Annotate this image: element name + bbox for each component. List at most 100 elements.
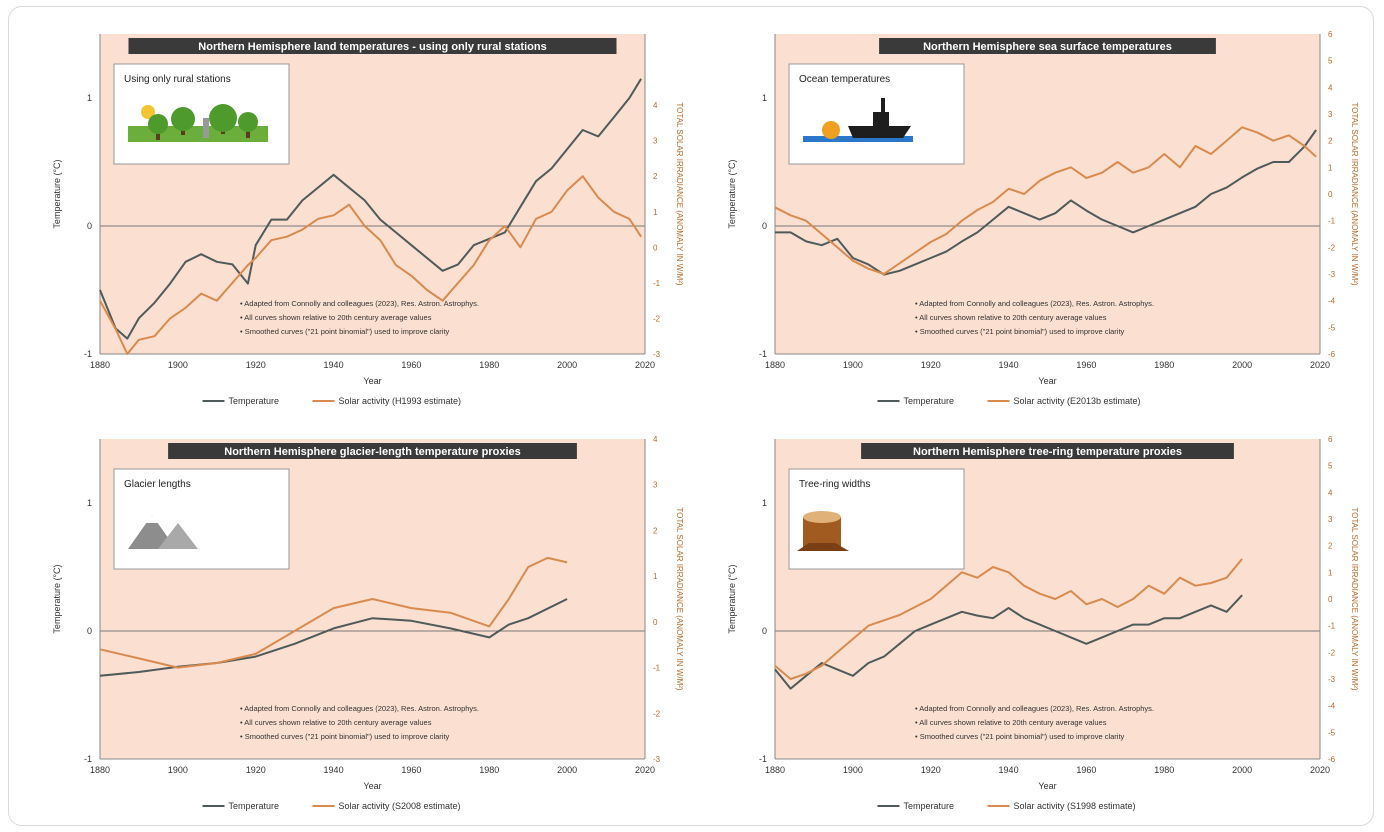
y2-tick-label: 3 <box>1328 515 1333 524</box>
y-axis-title: Temperature (°C) <box>727 564 737 633</box>
x-tick-label: 1980 <box>479 360 499 370</box>
inset-box <box>113 468 290 570</box>
x-axis-title: Year <box>363 376 381 386</box>
inset-panel: Tree-ring widths <box>788 468 965 570</box>
x-tick-label: 1900 <box>168 765 188 775</box>
mountain-icon <box>128 515 198 549</box>
y2-tick-label: -5 <box>1328 728 1336 737</box>
solar-series-line <box>774 558 1243 680</box>
chart-sea-surface: Northern Hemisphere sea surface temperat… <box>727 30 1359 406</box>
solar-series-line <box>99 175 642 355</box>
y2-tick-label: -2 <box>653 314 661 323</box>
y2-tick-label: 4 <box>1328 488 1333 497</box>
solar-series-line <box>99 556 568 669</box>
y2-tick-label: -4 <box>1328 297 1336 306</box>
x-tick-label: 1960 <box>401 765 421 775</box>
y2-tick-label: -2 <box>1328 648 1336 657</box>
inset-panel: Glacier lengths <box>113 468 290 570</box>
x-tick-label: 2000 <box>557 360 577 370</box>
y-tick-label: -1 <box>759 349 767 359</box>
y2-axis-title: TOTAL SOLAR IRRADIANCE (ANOMALY IN W/M²) <box>1350 102 1359 285</box>
temperature-series-line <box>775 129 1317 276</box>
inset-label: Ocean temperatures <box>799 74 890 85</box>
temperature-series-line <box>774 594 1243 690</box>
mast-shape <box>881 98 885 112</box>
y-tick-label: 1 <box>87 93 92 103</box>
y2-tick-label: 6 <box>1328 30 1333 39</box>
y-axis-title: Temperature (°C) <box>52 564 62 633</box>
y-axis-title: Temperature (°C) <box>52 159 62 228</box>
x-axis-title: Year <box>1038 376 1056 386</box>
x-tick-label: 1980 <box>479 765 499 775</box>
x-tick-label: 1900 <box>843 360 863 370</box>
tree-crown <box>148 114 168 134</box>
legend-label-solar: Solar activity (S1998 estimate) <box>1014 801 1136 811</box>
stump-top-shape <box>803 511 841 523</box>
x-tick-label: 1920 <box>246 765 266 775</box>
y2-tick-label: 4 <box>1328 83 1333 92</box>
y-tick-label: -1 <box>84 349 92 359</box>
title-banner <box>168 443 577 459</box>
chart-glacier-length: Northern Hemisphere glacier-length tempe… <box>52 435 684 811</box>
y2-tick-label: -6 <box>1328 755 1336 764</box>
y-tick-label: 0 <box>762 626 767 636</box>
y-tick-label: 0 <box>87 626 92 636</box>
y-tick-label: 1 <box>762 498 767 508</box>
legend-label-temperature: Temperature <box>229 396 280 406</box>
y2-tick-label: 0 <box>653 618 658 627</box>
inset-label: Glacier lengths <box>124 479 191 490</box>
y2-tick-label: -1 <box>653 279 661 288</box>
y2-tick-label: 1 <box>653 572 658 581</box>
tree-crown <box>238 112 258 132</box>
x-tick-label: 1920 <box>921 765 941 775</box>
y2-tick-label: 5 <box>1328 57 1333 66</box>
x-tick-label: 1880 <box>90 360 110 370</box>
chart-title: Northern Hemisphere tree-ring temperatur… <box>913 446 1182 458</box>
y2-tick-label: 0 <box>653 243 658 252</box>
chart-title: Northern Hemisphere glacier-length tempe… <box>224 446 520 458</box>
inset-label: Using only rural stations <box>124 74 231 85</box>
footnote: • Adapted from Connolly and colleagues (… <box>915 704 1154 713</box>
x-axis-title: Year <box>363 781 381 791</box>
sun-shape <box>822 121 840 139</box>
y2-tick-label: 1 <box>1328 568 1333 577</box>
legend-label-solar: Solar activity (S2008 estimate) <box>339 801 461 811</box>
x-tick-label: 1960 <box>1076 765 1096 775</box>
mountain-shape <box>128 515 176 549</box>
chart-tree-ring: Northern Hemisphere tree-ring temperatur… <box>727 435 1359 811</box>
y2-tick-label: -1 <box>653 664 661 673</box>
legend-label-temperature: Temperature <box>904 396 955 406</box>
y2-tick-label: 3 <box>1328 110 1333 119</box>
legend: Temperature Solar activity (H1993 estimat… <box>202 396 462 406</box>
legend-label-solar: Solar activity (H1993 estimate) <box>339 396 462 406</box>
ship-icon <box>803 98 913 142</box>
temperature-series-line <box>99 78 642 340</box>
footnote: • Smoothed curves ("21 point binomial") … <box>240 327 450 336</box>
title-banner <box>879 38 1216 54</box>
x-tick-label: 1960 <box>401 360 421 370</box>
y2-tick-label: 3 <box>653 481 658 490</box>
y2-axis-title: TOTAL SOLAR IRRADIANCE (ANOMALY IN W/M²) <box>675 507 684 690</box>
y2-tick-label: 4 <box>653 435 658 444</box>
y2-tick-label: -5 <box>1328 323 1336 332</box>
y-axis-title: Temperature (°C) <box>727 159 737 228</box>
y2-tick-label: 1 <box>1328 163 1333 172</box>
y2-tick-label: -6 <box>1328 350 1336 359</box>
footnote: • Adapted from Connolly and colleagues (… <box>240 299 479 308</box>
y2-tick-label: -2 <box>1328 243 1336 252</box>
x-tick-label: 2020 <box>635 360 655 370</box>
x-tick-label: 1920 <box>246 360 266 370</box>
y2-tick-label: 2 <box>653 172 658 181</box>
x-tick-label: 1900 <box>168 360 188 370</box>
title-banner <box>128 38 617 54</box>
x-tick-label: 1980 <box>1154 360 1174 370</box>
x-tick-label: 1880 <box>765 765 785 775</box>
legend-label-temperature: Temperature <box>229 801 280 811</box>
x-tick-label: 1880 <box>765 360 785 370</box>
x-tick-label: 1940 <box>324 360 344 370</box>
y2-tick-label: 3 <box>653 137 658 146</box>
y-tick-label: 1 <box>87 498 92 508</box>
legend: Temperature Solar activity (S2008 estimat… <box>202 801 461 811</box>
y2-tick-label: -3 <box>653 755 661 764</box>
legend-label-solar: Solar activity (E2013b estimate) <box>1014 396 1141 406</box>
